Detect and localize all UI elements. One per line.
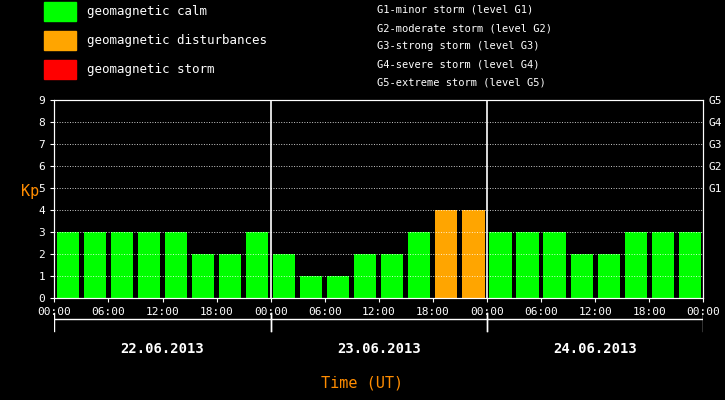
Text: geomagnetic calm: geomagnetic calm xyxy=(87,5,207,18)
Bar xyxy=(246,232,268,298)
Bar xyxy=(624,232,647,298)
Bar xyxy=(381,254,403,298)
Bar xyxy=(571,254,592,298)
Text: geomagnetic disturbances: geomagnetic disturbances xyxy=(87,34,267,47)
Text: G3-strong storm (level G3): G3-strong storm (level G3) xyxy=(377,41,539,51)
Bar xyxy=(652,232,674,298)
Bar xyxy=(165,232,187,298)
Text: geomagnetic storm: geomagnetic storm xyxy=(87,63,215,76)
Bar xyxy=(192,254,214,298)
Bar xyxy=(516,232,539,298)
Bar xyxy=(300,276,323,298)
Bar xyxy=(408,232,431,298)
Bar xyxy=(84,232,106,298)
Bar xyxy=(273,254,295,298)
Bar xyxy=(219,254,241,298)
Bar xyxy=(44,2,76,21)
Bar xyxy=(435,210,457,298)
Bar xyxy=(57,232,79,298)
Bar xyxy=(679,232,701,298)
Bar xyxy=(44,31,76,50)
Bar xyxy=(111,232,133,298)
Text: G1-minor storm (level G1): G1-minor storm (level G1) xyxy=(377,5,534,15)
Text: 24.06.2013: 24.06.2013 xyxy=(553,342,637,356)
Text: Time (UT): Time (UT) xyxy=(321,375,404,390)
Bar xyxy=(544,232,566,298)
Bar xyxy=(597,254,620,298)
Bar xyxy=(463,210,484,298)
Bar xyxy=(327,276,349,298)
Text: 23.06.2013: 23.06.2013 xyxy=(337,342,420,356)
Y-axis label: Kp: Kp xyxy=(21,184,39,199)
Bar xyxy=(44,60,76,79)
Bar xyxy=(355,254,376,298)
Text: G4-severe storm (level G4): G4-severe storm (level G4) xyxy=(377,60,539,70)
Bar xyxy=(489,232,512,298)
Text: G5-extreme storm (level G5): G5-extreme storm (level G5) xyxy=(377,78,546,88)
Text: G2-moderate storm (level G2): G2-moderate storm (level G2) xyxy=(377,23,552,33)
Bar xyxy=(138,232,160,298)
Text: 22.06.2013: 22.06.2013 xyxy=(120,342,204,356)
